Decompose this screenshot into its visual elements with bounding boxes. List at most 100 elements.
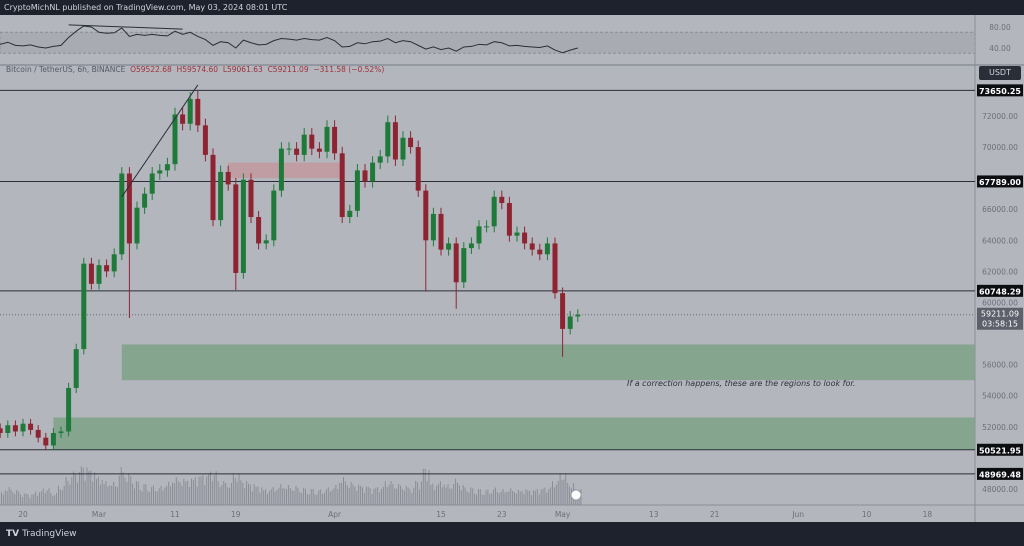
time-tick-label: 15 bbox=[436, 510, 446, 519]
volume-bar bbox=[411, 492, 413, 505]
candle-body bbox=[248, 179, 254, 218]
volume-bar bbox=[517, 489, 519, 505]
volume-bar bbox=[322, 493, 324, 505]
candle-body bbox=[142, 193, 148, 208]
volume-bar bbox=[310, 489, 312, 505]
volume-bar bbox=[65, 477, 67, 505]
candle-body bbox=[506, 203, 512, 236]
candle-body bbox=[5, 425, 11, 434]
candle-body bbox=[461, 248, 467, 283]
volume-bar bbox=[483, 495, 485, 505]
volume-bar bbox=[272, 487, 274, 505]
volume-bar bbox=[153, 485, 154, 505]
volume-bar bbox=[240, 480, 242, 505]
candle-body bbox=[392, 122, 398, 160]
volume-bar bbox=[476, 494, 477, 505]
volume-bar bbox=[419, 489, 420, 505]
volume-bar bbox=[495, 487, 496, 505]
candle-body bbox=[491, 196, 497, 227]
volume-bar bbox=[215, 471, 217, 505]
volume-bar bbox=[88, 471, 90, 505]
level-label-bg bbox=[977, 443, 1023, 456]
volume-bar bbox=[23, 493, 25, 505]
volume-bar bbox=[341, 482, 343, 505]
volume-bar bbox=[210, 471, 211, 505]
volume-bar bbox=[82, 467, 84, 505]
volume-bar bbox=[398, 484, 400, 505]
volume-bar bbox=[305, 488, 306, 505]
volume-bar bbox=[356, 490, 358, 505]
volume-bar bbox=[567, 483, 569, 505]
candle-body bbox=[476, 226, 482, 244]
volume-bar bbox=[424, 468, 426, 505]
candle-body bbox=[149, 173, 155, 194]
volume-bar bbox=[118, 475, 120, 505]
volume-bar bbox=[529, 491, 531, 505]
volume-bar bbox=[48, 488, 50, 505]
volume-bar bbox=[565, 473, 567, 505]
candle-body bbox=[438, 213, 444, 250]
candle-countdown: 03:58:15 bbox=[982, 320, 1018, 329]
volume-bar bbox=[369, 488, 371, 505]
volume-bar bbox=[445, 487, 447, 505]
candle-body bbox=[544, 243, 550, 255]
volume-bar bbox=[464, 487, 466, 505]
volume-bar bbox=[327, 487, 329, 505]
volume-bar bbox=[331, 490, 333, 505]
volume-bar bbox=[154, 490, 156, 505]
candle-body bbox=[134, 207, 140, 244]
candle-body bbox=[278, 148, 284, 191]
volume-bar bbox=[339, 482, 341, 505]
candle-body bbox=[560, 293, 566, 329]
volume-bar bbox=[50, 493, 52, 505]
volume-bar bbox=[211, 481, 213, 505]
volume-bar bbox=[267, 493, 268, 505]
volume-bar bbox=[25, 493, 27, 505]
time-tick-label: Mar bbox=[92, 510, 107, 519]
volume-bar bbox=[111, 485, 113, 505]
price-axis bbox=[975, 15, 1024, 522]
ohlc-low: L59061.63 bbox=[222, 65, 263, 74]
volume-bar bbox=[559, 473, 561, 505]
volume-bar bbox=[37, 495, 39, 505]
volume-bar bbox=[441, 487, 443, 505]
volume-bar bbox=[420, 481, 422, 505]
candle-body bbox=[157, 170, 163, 174]
volume-bar bbox=[458, 485, 460, 505]
volume-bar bbox=[234, 477, 236, 505]
candle-body bbox=[172, 114, 178, 165]
time-tick-label: 13 bbox=[649, 510, 659, 519]
currency-button[interactable]: USDT bbox=[979, 66, 1021, 80]
candle-body bbox=[256, 217, 262, 244]
last-price-label: 59211.09 bbox=[981, 310, 1019, 319]
volume-bar bbox=[386, 487, 388, 505]
volume-bar bbox=[417, 482, 419, 505]
volume-bar bbox=[202, 475, 204, 505]
time-tick-label: 20 bbox=[18, 510, 28, 519]
price-change: −311.58 (−0.52%) bbox=[313, 65, 385, 74]
volume-bar bbox=[314, 494, 316, 505]
volume-bar bbox=[246, 480, 248, 505]
volume-bar bbox=[20, 494, 21, 505]
volume-bar bbox=[189, 486, 191, 505]
candle-body bbox=[332, 126, 338, 154]
volume-bar bbox=[432, 483, 434, 505]
volume-bar bbox=[371, 493, 373, 505]
price-tick-label: 64000.00 bbox=[982, 236, 1018, 245]
volume-bar bbox=[284, 488, 286, 505]
volume-bar bbox=[175, 477, 177, 505]
price-chart[interactable]: 73650.25 67789.00 60748.29 50521.95 48969.48… bbox=[0, 15, 1024, 522]
volume-bar bbox=[200, 476, 202, 505]
volume-bar bbox=[238, 473, 240, 505]
volume-bar bbox=[61, 490, 63, 505]
chart-area[interactable]: 73650.25 67789.00 60748.29 50521.95 48969.48… bbox=[0, 15, 1024, 522]
volume-bar bbox=[439, 481, 441, 505]
candle-body bbox=[408, 137, 414, 148]
volume-bar bbox=[430, 484, 432, 505]
volume-bar bbox=[223, 481, 225, 505]
volume-bar bbox=[409, 489, 411, 505]
candle-body bbox=[575, 314, 581, 317]
volume-bar bbox=[206, 476, 208, 505]
candle-body bbox=[271, 190, 277, 241]
volume-bar bbox=[71, 477, 73, 505]
